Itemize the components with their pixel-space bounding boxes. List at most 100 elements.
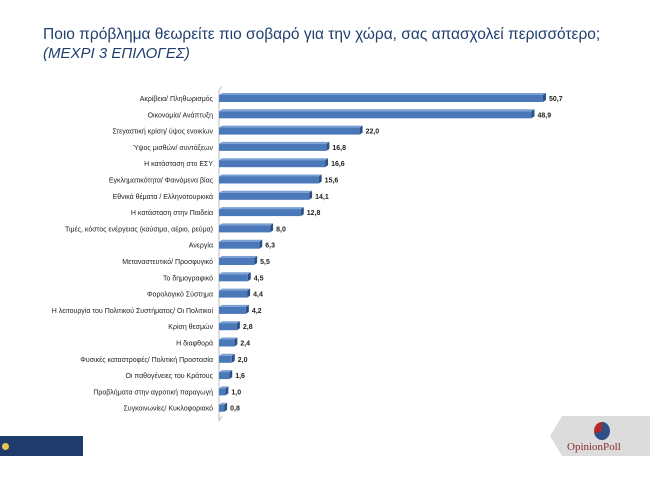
bar-top bbox=[219, 288, 251, 291]
category-label: Οι παθογένειες του Κράτους bbox=[125, 372, 213, 380]
bar-side bbox=[247, 272, 251, 282]
bar-top bbox=[219, 370, 233, 373]
bar-top bbox=[219, 402, 228, 405]
category-label: Η κατάσταση στην Παιδεία bbox=[131, 209, 213, 217]
bar-top bbox=[219, 109, 535, 112]
value-label: 48,9 bbox=[537, 112, 551, 119]
category-label: Οικονομία/ Ανάπτυξη bbox=[148, 111, 213, 119]
manifesto-logo-text: Μανιφέστο bbox=[2, 457, 76, 474]
bar-top bbox=[219, 223, 274, 226]
bar-side bbox=[325, 158, 329, 168]
bar-top bbox=[219, 158, 329, 161]
category-label: Ακρίβεια/ Πληθωρισμός bbox=[140, 95, 214, 103]
bar-side bbox=[359, 125, 363, 135]
bar bbox=[219, 143, 327, 151]
value-label: 4,5 bbox=[254, 275, 264, 282]
category-label: Η κατάσταση στο ΕΣΥ bbox=[144, 160, 213, 168]
value-label: 1,6 bbox=[235, 373, 245, 380]
bar-side bbox=[318, 174, 322, 184]
opinionpoll-logo-text: OpinionPoll bbox=[567, 441, 621, 453]
category-label: Η διαφθορά bbox=[176, 340, 213, 348]
category-label: Κρίση θεσμών bbox=[168, 323, 213, 331]
value-label: 16,6 bbox=[331, 161, 345, 168]
bar bbox=[219, 258, 255, 265]
bar-top bbox=[219, 256, 258, 258]
bar bbox=[219, 339, 235, 347]
value-label: 0,8 bbox=[230, 406, 240, 413]
bar-top bbox=[219, 386, 229, 389]
bar bbox=[219, 225, 271, 233]
bar bbox=[219, 404, 225, 412]
bar-top bbox=[219, 125, 363, 128]
category-label: Στεγαστική κρίση/ ύψος ενοικίων bbox=[112, 128, 213, 136]
bar-top bbox=[219, 207, 304, 210]
category-label: Το δημογραφικό bbox=[163, 274, 213, 282]
bar bbox=[219, 323, 237, 331]
value-label: 2,4 bbox=[240, 341, 250, 348]
value-label: 50,7 bbox=[549, 96, 563, 103]
bar-side bbox=[542, 93, 546, 102]
category-label: Μεταναστευτικό/ Προσφυγικό bbox=[122, 258, 213, 266]
bar bbox=[219, 290, 248, 298]
opinionpoll-logo: OpinionPoll bbox=[550, 416, 650, 456]
bar-top bbox=[219, 321, 240, 324]
bar-side bbox=[270, 223, 274, 233]
bar-side bbox=[254, 256, 258, 265]
bar bbox=[219, 95, 543, 102]
category-label: Τιμές, κόστος ενέργειας (καύσιμα, αέριο,… bbox=[65, 225, 213, 233]
value-label: 5,5 bbox=[260, 259, 270, 266]
bar-top bbox=[219, 353, 235, 356]
bar-side bbox=[531, 109, 535, 119]
category-label: Προβλήματα στην αγροτική παραγωγή bbox=[93, 389, 213, 396]
bar bbox=[219, 372, 230, 380]
bar-side bbox=[234, 337, 238, 347]
category-label: Εθνικά θέματα / Ελληνοτουρκικά bbox=[113, 193, 213, 201]
value-label: 16,8 bbox=[332, 145, 346, 152]
bar bbox=[219, 388, 226, 396]
bar bbox=[219, 355, 232, 363]
bar bbox=[219, 192, 310, 200]
bar bbox=[219, 209, 301, 217]
value-label: 15,6 bbox=[325, 178, 339, 185]
value-label: 2,8 bbox=[243, 324, 253, 331]
bar-top bbox=[219, 93, 546, 95]
value-label: 1,0 bbox=[231, 389, 241, 396]
category-label: Συγκοινωνίες/ Κυκλοφοριακό bbox=[123, 405, 213, 413]
bar bbox=[219, 176, 319, 184]
bar-top bbox=[219, 272, 251, 275]
value-label: 4,4 bbox=[253, 292, 263, 299]
value-label: 12,8 bbox=[307, 210, 321, 217]
bar-side bbox=[231, 353, 235, 363]
manifesto-logo: Μανιφέστο bbox=[0, 436, 83, 474]
category-label: Εγκληματικότητα/ Φαινόμενα βίας bbox=[109, 177, 214, 185]
value-label: 4,2 bbox=[252, 308, 262, 315]
category-label: Ανεργία bbox=[189, 242, 213, 250]
category-label: Η λειτουργία του Πολιτικού Συστήματος/ Ο… bbox=[52, 307, 214, 315]
bar-top bbox=[219, 174, 322, 177]
bar-side bbox=[229, 370, 233, 380]
category-label: Φυσικές καταστροφές/ Πολιτική Προστασία bbox=[80, 356, 213, 364]
bar-side bbox=[225, 386, 229, 396]
chart-subtitle: (ΜΕΧΡΙ 3 ΕΠΙΛΟΓΕΣ) bbox=[43, 45, 190, 62]
value-label: 2,0 bbox=[238, 357, 248, 364]
y-axis-line bbox=[218, 86, 223, 422]
bar-side bbox=[247, 288, 251, 298]
bar-top bbox=[219, 190, 313, 193]
category-label: Ύψος μισθών/ συντάξεων bbox=[133, 144, 214, 152]
bar bbox=[219, 274, 248, 282]
bar-side bbox=[236, 321, 240, 331]
bar-top bbox=[219, 304, 249, 307]
bar-side bbox=[259, 239, 263, 249]
pie-logo-icon bbox=[594, 422, 610, 440]
bar bbox=[219, 160, 326, 168]
value-label: 14,1 bbox=[315, 194, 329, 201]
category-label: Φορολογικό Σύστημα bbox=[147, 291, 213, 299]
bar bbox=[219, 127, 360, 135]
bar bbox=[219, 111, 532, 119]
bar-side bbox=[309, 190, 313, 200]
bar-side bbox=[326, 141, 330, 151]
bar-top bbox=[219, 337, 238, 340]
bar-side bbox=[224, 402, 228, 412]
bar-top bbox=[219, 239, 263, 242]
